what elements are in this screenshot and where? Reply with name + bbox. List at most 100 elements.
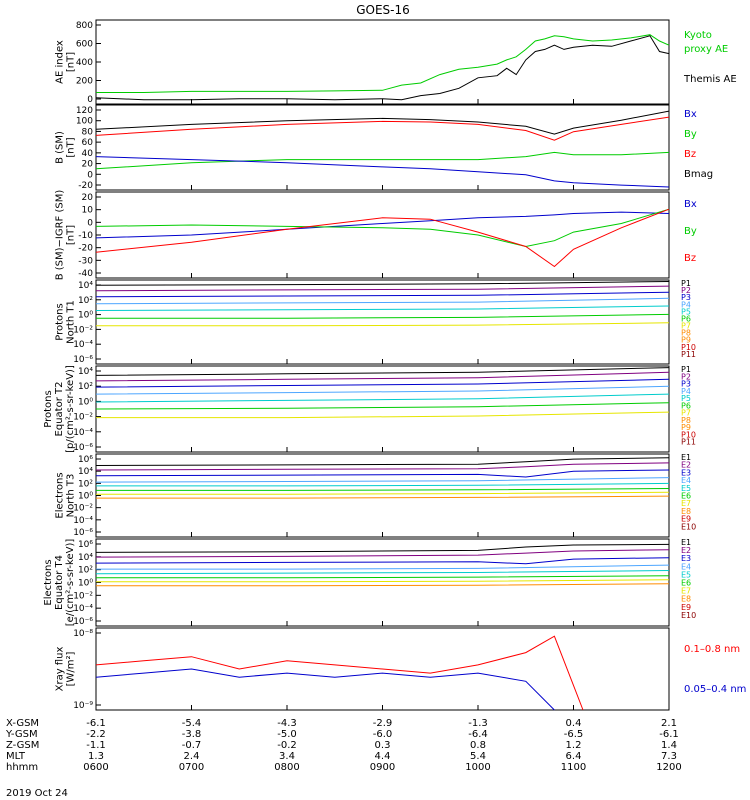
y-tick-label: -10 [78,231,93,241]
y-tick-label: 10⁻⁴ [73,516,93,526]
y-tick-label: 80 [82,127,94,137]
y-tick-label: -40 [78,269,93,279]
y-axis-label: [W/m²] [66,651,77,686]
series-line-themis-ae [95,35,670,101]
y-tick-label: 10 [82,206,94,216]
series-line-p5 [95,305,670,311]
y-tick-label: 800 [76,21,93,31]
y-tick-label: 10⁻⁹ [73,701,93,711]
series-line-e5 [95,570,670,575]
ephem-value: 3.4 [279,751,295,762]
y-tick-label: 0 [87,170,93,180]
y-tick-label: 100 [76,117,93,127]
series-line-p5 [95,393,670,403]
ephem-value: 6.4 [566,751,582,762]
legend-entry: P8 [681,416,691,425]
y-tick-label: 10⁰ [78,311,93,321]
ephem-value: 2.4 [184,751,200,762]
legend-entry: P1 [681,365,691,374]
y-axis-label: B (SM) [55,131,66,164]
ephem-value: 0900 [370,762,395,773]
ephem-value: -2.2 [86,729,106,740]
series-line-p6 [95,402,670,410]
ephem-value: 0600 [83,762,108,773]
y-tick-label: 10² [78,479,93,489]
ephem-value: -5.0 [277,729,297,740]
y-axis-label: [nT] [66,137,77,157]
y-tick-label: 10⁻² [73,591,93,601]
y-tick-label: 600 [76,40,93,50]
series-line-e3 [95,557,670,565]
y-axis-label: North T3 [66,474,77,518]
y-tick-label: -30 [78,256,93,266]
date-label: 2019 Oct 24 [6,788,68,799]
series-line-p1 [95,367,670,376]
y-axis-label: AE index [55,40,66,84]
y-axis-label: Electrons [43,559,54,605]
y-tick-label: 10⁴ [78,367,93,377]
ephem-row-label: MLT [6,751,26,762]
series-line-e8 [96,495,670,499]
y-tick-label: 10⁴ [78,281,93,291]
legend-entry: Kyoto [684,30,712,41]
legend-entry: P11 [681,350,696,359]
panel-e4: 10⁶ 10⁴ 10² 10⁰ 10⁻² 10⁻⁴ 10⁻⁶ Electrons Equator… [43,538,696,627]
series-line-e5 [96,482,670,487]
series-line-p2 [95,371,670,382]
panel-ae: 800 600 400 200 0 AE index [nT] Kyoto proxy AE Th… [55,19,737,105]
panel-p2: 10⁴ 10² 10⁰ 10⁻² 10⁻⁴ 10⁻⁶ Protons Equator T2 [p… [43,365,696,453]
y-axis-label: Xray flux [55,647,66,692]
series-line-by [95,151,670,170]
ephem-value: 2.1 [661,718,677,729]
panel-bigrf: 20 10 0 -10 -20 -30 -40 B (SM)−IGRF (SM) [nT] Bx B… [55,190,697,281]
y-axis-label: [nT] [66,225,77,245]
y-tick-label: 10² [78,382,93,392]
y-axis-label: [nT] [66,52,77,72]
y-tick-label: 10⁰ [78,397,93,407]
y-tick-label: 10⁰ [78,492,93,502]
ephem-value: -0.7 [182,740,202,751]
y-axis-label: Equator T4 [54,555,65,610]
legend-entry: E6 [681,579,691,588]
ephem-value: -6.0 [373,729,393,740]
legend-entry: P2 [681,372,691,381]
legend-entry: By [684,129,697,140]
ephem-value: 0.4 [566,718,582,729]
legend-entry: P9 [681,423,691,432]
y-tick-label: 10² [78,566,93,576]
series-line-bx [95,211,670,239]
y-tick-label: 0 [87,95,93,105]
ephem-value: 7.3 [661,751,677,762]
y-axis-label: Electrons [55,472,66,518]
legend-entry: Bmag [684,169,713,180]
series-line-p3 [95,378,670,388]
y-tick-label: -20 [78,244,93,254]
legend-entry: P11 [681,438,696,447]
y-tick-label: 10⁻⁴ [73,340,93,350]
legend-entry: P6 [681,401,691,410]
y-tick-label: 10⁻⁶ [73,443,93,453]
legend-entry: E9 [681,603,691,612]
y-tick-label: 10⁻⁴ [73,428,93,438]
legend-entry: 0.1–0.8 nm [684,644,740,655]
legend-entry: P2 [681,286,691,295]
series-line-bz [95,208,670,268]
y-axis-label: B (SM)−IGRF (SM) [55,190,66,281]
ephem-value: 0.3 [375,740,391,751]
y-tick-label: 10² [78,296,93,306]
legend-entry: P9 [681,336,691,345]
ephem-value: 0.8 [470,740,486,751]
y-tick-label: 10⁻² [73,413,93,423]
legend-entry: E2 [681,546,691,555]
legend-entry: E8 [681,595,691,604]
y-tick-label: -20 [78,181,93,191]
series-line-bmag [95,110,670,135]
legend-entry: P4 [681,387,691,396]
series-line-p4 [95,297,670,305]
series-line-p3 [95,291,670,298]
ephem-row-label: X-GSM [6,718,39,729]
series-line-e7 [96,579,670,583]
legend-entry: E10 [681,522,696,531]
legend-entry: P7 [681,322,691,331]
